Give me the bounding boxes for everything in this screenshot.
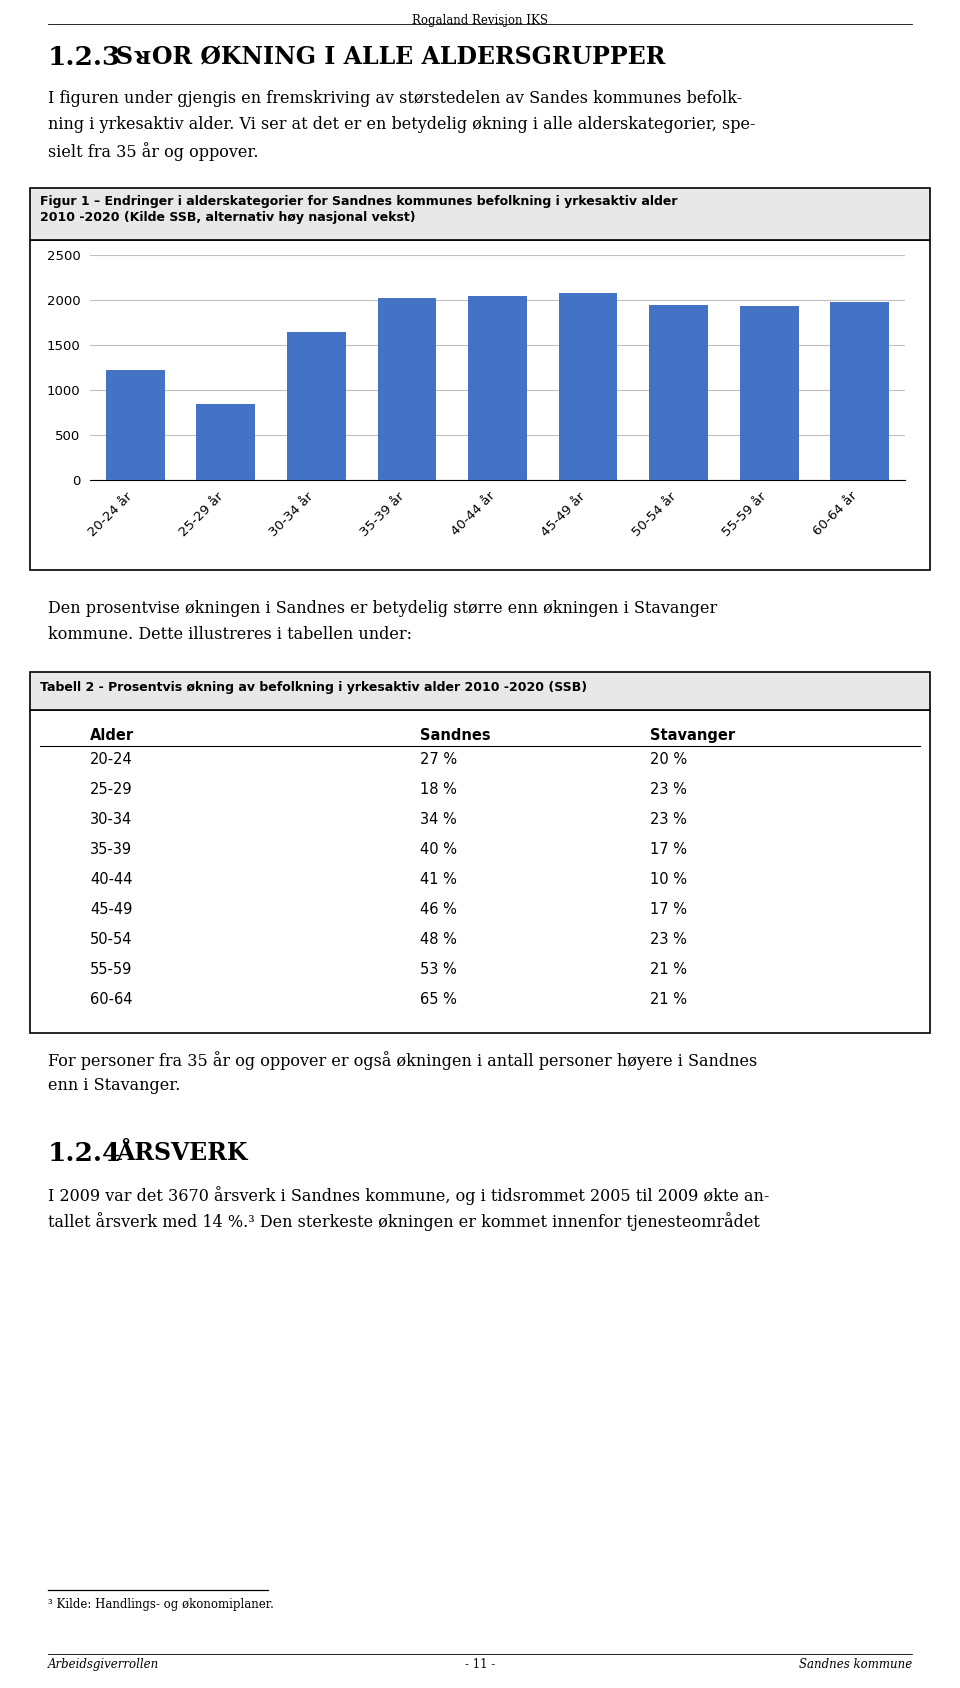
Text: 20-24: 20-24 xyxy=(90,751,132,766)
Text: 18 %: 18 % xyxy=(420,782,457,797)
Bar xyxy=(106,370,165,479)
Bar xyxy=(30,240,930,571)
Text: Alder: Alder xyxy=(90,728,134,743)
Bar xyxy=(649,306,708,479)
Text: 17 %: 17 % xyxy=(650,901,687,917)
Text: sielt fra 35 år og oppover.: sielt fra 35 år og oppover. xyxy=(48,142,258,160)
Text: 21 %: 21 % xyxy=(650,962,687,977)
Text: 23 %: 23 % xyxy=(650,812,686,827)
Text: 20 %: 20 % xyxy=(650,751,687,766)
Text: ÅRSVERK: ÅRSVERK xyxy=(116,1141,248,1165)
Text: 1.2.4: 1.2.4 xyxy=(48,1141,122,1166)
Text: 10 %: 10 % xyxy=(650,873,687,886)
Text: 45-49: 45-49 xyxy=(90,901,132,917)
Text: 23 %: 23 % xyxy=(650,932,686,947)
Text: 41 %: 41 % xyxy=(420,873,457,886)
Text: SᴚOR ØKNING I ALLE ALDERSGRUPPER: SᴚOR ØKNING I ALLE ALDERSGRUPPER xyxy=(116,46,665,69)
Text: I 2009 var det 3670 årsverk i Sandnes kommune, og i tidsrommet 2005 til 2009 økt: I 2009 var det 3670 årsverk i Sandnes ko… xyxy=(48,1187,769,1205)
Text: 27 %: 27 % xyxy=(420,751,457,766)
Bar xyxy=(287,331,346,479)
Text: 46 %: 46 % xyxy=(420,901,457,917)
Bar xyxy=(30,187,930,240)
Text: I figuren under gjengis en fremskriving av størstedelen av Sandes kommunes befol: I figuren under gjengis en fremskriving … xyxy=(48,89,742,106)
Bar xyxy=(30,672,930,711)
Text: 30-34: 30-34 xyxy=(90,812,132,827)
Bar xyxy=(559,294,617,479)
Text: tallet årsverk med 14 %.³ Den sterkeste økningen er kommet innenfor tjenesteområ: tallet årsverk med 14 %.³ Den sterkeste … xyxy=(48,1212,760,1231)
Text: ning i yrkesaktiv alder. Vi ser at det er en betydelig økning i alle alderskateg: ning i yrkesaktiv alder. Vi ser at det e… xyxy=(48,116,756,133)
Bar xyxy=(830,302,889,479)
Text: 60-64: 60-64 xyxy=(90,993,132,1008)
Text: 50-54: 50-54 xyxy=(90,932,132,947)
Text: 40-44: 40-44 xyxy=(90,873,132,886)
Bar xyxy=(30,711,930,1033)
Text: ³ Kilde: Handlings- og økonomiplaner.: ³ Kilde: Handlings- og økonomiplaner. xyxy=(48,1599,274,1610)
Text: Den prosentvise økningen i Sandnes er betydelig større enn økningen i Stavanger: Den prosentvise økningen i Sandnes er be… xyxy=(48,599,717,618)
Text: 34 %: 34 % xyxy=(420,812,457,827)
Bar xyxy=(468,295,527,479)
Text: Figur 1 – Endringer i alderskategorier for Sandnes kommunes befolkning i yrkesak: Figur 1 – Endringer i alderskategorier f… xyxy=(40,196,678,208)
Text: 40 %: 40 % xyxy=(420,842,457,858)
Text: 25-29: 25-29 xyxy=(90,782,132,797)
Text: 35-39: 35-39 xyxy=(90,842,132,858)
Text: 48 %: 48 % xyxy=(420,932,457,947)
Text: enn i Stavanger.: enn i Stavanger. xyxy=(48,1077,180,1094)
Text: Stavanger: Stavanger xyxy=(650,728,735,743)
Text: 55-59: 55-59 xyxy=(90,962,132,977)
Bar xyxy=(740,306,799,479)
Text: Sandnes kommune: Sandnes kommune xyxy=(799,1658,912,1671)
Text: 2010 -2020 (Kilde SSB, alternativ høy nasjonal vekst): 2010 -2020 (Kilde SSB, alternativ høy na… xyxy=(40,211,416,225)
Text: Arbeidsgiverrollen: Arbeidsgiverrollen xyxy=(48,1658,159,1671)
Text: Rogaland Revisjon IKS: Rogaland Revisjon IKS xyxy=(412,14,548,27)
Text: 53 %: 53 % xyxy=(420,962,457,977)
Text: 17 %: 17 % xyxy=(650,842,687,858)
Text: Tabell 2 - Prosentvis økning av befolkning i yrkesaktiv alder 2010 -2020 (SSB): Tabell 2 - Prosentvis økning av befolkni… xyxy=(40,680,588,694)
Text: For personer fra 35 år og oppover er også økningen i antall personer høyere i Sa: For personer fra 35 år og oppover er ogs… xyxy=(48,1052,757,1070)
Text: 65 %: 65 % xyxy=(420,993,457,1008)
Text: Sandnes: Sandnes xyxy=(420,728,491,743)
Text: 21 %: 21 % xyxy=(650,993,687,1008)
Text: 23 %: 23 % xyxy=(650,782,686,797)
Bar xyxy=(197,405,255,479)
Bar xyxy=(377,299,437,479)
Text: kommune. Dette illustreres i tabellen under:: kommune. Dette illustreres i tabellen un… xyxy=(48,626,412,643)
Text: - 11 -: - 11 - xyxy=(465,1658,495,1671)
Text: 1.2.3: 1.2.3 xyxy=(48,46,121,69)
